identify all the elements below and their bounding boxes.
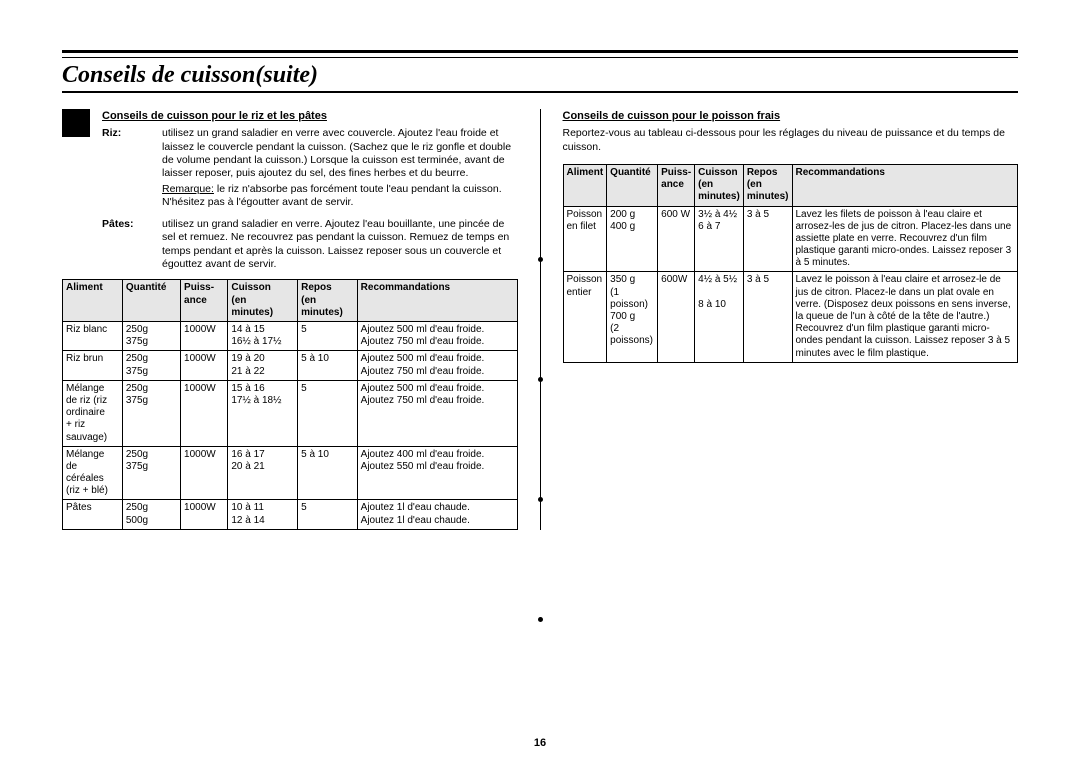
table-row: Poissonen filet200 g400 g600 W3½ à 4½6 à… bbox=[563, 206, 1018, 272]
left-column: Conseils de cuisson pour le riz et les p… bbox=[62, 109, 518, 530]
cell-reco: Ajoutez 500 ml d'eau froide.Ajoutez 750 … bbox=[357, 380, 517, 446]
left-intro: Conseils de cuisson pour le riz et les p… bbox=[102, 109, 518, 271]
col-aliment: Aliment bbox=[63, 280, 123, 322]
cell-puissance: 1000W bbox=[181, 322, 228, 351]
page-number: 16 bbox=[0, 737, 1080, 749]
remark-label: Remarque: bbox=[162, 183, 214, 195]
cell-reco: Ajoutez 500 ml d'eau froide.Ajoutez 750 … bbox=[357, 351, 517, 380]
cell-reco: Ajoutez 1l d'eau chaude.Ajoutez 1l d'eau… bbox=[357, 500, 517, 529]
cell-quantite: 250g375g bbox=[122, 351, 180, 380]
two-column-layout: Conseils de cuisson pour le riz et les p… bbox=[62, 109, 1018, 530]
pates-text: utilisez un grand saladier en verre. Ajo… bbox=[162, 218, 518, 272]
cell-repos: 5 bbox=[298, 500, 358, 529]
cell-quantite: 250g375g bbox=[122, 380, 180, 446]
page-title: Conseils de cuisson(suite) bbox=[62, 62, 1018, 89]
col-quantite: Quantité bbox=[122, 280, 180, 322]
cell-quantite: 250g375g bbox=[122, 322, 180, 351]
riz-label: Riz: bbox=[102, 127, 162, 181]
cell-cuisson: 15 à 1617½ à 18½ bbox=[228, 380, 298, 446]
table-header-row: Aliment Quantité Puiss-ance Cuisson(enmi… bbox=[563, 164, 1018, 206]
col-reco: Recommandations bbox=[357, 280, 517, 322]
cell-repos: 3 à 5 bbox=[743, 206, 792, 272]
cell-aliment: Poissonentier bbox=[563, 272, 607, 362]
cell-cuisson: 14 à 1516½ à 17½ bbox=[228, 322, 298, 351]
right-intro: Reportez-vous au tableau ci-dessous pour… bbox=[563, 127, 1019, 154]
cell-puissance: 1000W bbox=[181, 446, 228, 500]
section-tab-icon bbox=[62, 109, 90, 137]
cell-puissance: 1000W bbox=[181, 380, 228, 446]
title-rule bbox=[62, 91, 1018, 93]
table-row: Pâtes250g500g1000W10 à 1112 à 145Ajoutez… bbox=[63, 500, 518, 529]
fish-table: Aliment Quantité Puiss-ance Cuisson(enmi… bbox=[563, 164, 1019, 363]
col-repos: Repos(enminutes) bbox=[743, 164, 792, 206]
cell-quantite: 250g500g bbox=[122, 500, 180, 529]
cell-reco: Ajoutez 500 ml d'eau froide.Ajoutez 750 … bbox=[357, 322, 517, 351]
cell-repos: 3 à 5 bbox=[743, 272, 792, 362]
col-quantite: Quantité bbox=[607, 164, 658, 206]
pates-row: Pâtes: utilisez un grand saladier en ver… bbox=[102, 218, 518, 272]
cell-quantite: 200 g400 g bbox=[607, 206, 658, 272]
col-repos: Repos(enminutes) bbox=[298, 280, 358, 322]
cell-reco: Lavez le poisson à l'eau claire et arros… bbox=[792, 272, 1018, 362]
pates-label: Pâtes: bbox=[102, 218, 162, 272]
cell-repos: 5 à 10 bbox=[298, 351, 358, 380]
manual-page: Conseils de cuisson(suite) Conseils de c… bbox=[0, 0, 1080, 763]
table-row: Poissonentier350 g(1 poisson)700 g(2 poi… bbox=[563, 272, 1018, 362]
rice-pasta-table: Aliment Quantité Puiss-ance Cuisson(enmi… bbox=[62, 279, 518, 529]
riz-text: utilisez un grand saladier en verre avec… bbox=[162, 127, 518, 181]
cell-quantite: 350 g(1 poisson)700 g(2 poissons) bbox=[607, 272, 658, 362]
table-row: Riz brun250g375g1000W19 à 2021 à 225 à 1… bbox=[63, 351, 518, 380]
table-row: Mélangede riz (rizordinaire+ rizsauvage)… bbox=[63, 380, 518, 446]
cell-cuisson: 10 à 1112 à 14 bbox=[228, 500, 298, 529]
cell-reco: Ajoutez 400 ml d'eau froide.Ajoutez 550 … bbox=[357, 446, 517, 500]
col-cuisson: Cuisson(enminutes) bbox=[695, 164, 744, 206]
cell-quantite: 250g375g bbox=[122, 446, 180, 500]
cell-cuisson: 16 à 1720 à 21 bbox=[228, 446, 298, 500]
top-rule bbox=[62, 50, 1018, 58]
col-puissance: Puiss-ance bbox=[658, 164, 695, 206]
cell-aliment: Poissonen filet bbox=[563, 206, 607, 272]
col-aliment: Aliment bbox=[563, 164, 607, 206]
cell-reco: Lavez les filets de poisson à l'eau clai… bbox=[792, 206, 1018, 272]
cell-puissance: 600 W bbox=[658, 206, 695, 272]
cell-aliment: Riz blanc bbox=[63, 322, 123, 351]
cell-aliment: Pâtes bbox=[63, 500, 123, 529]
table-row: Mélangedecéréales(riz + blé)250g375g1000… bbox=[63, 446, 518, 500]
cell-repos: 5 bbox=[298, 380, 358, 446]
cell-repos: 5 bbox=[298, 322, 358, 351]
right-column: Conseils de cuisson pour le poisson frai… bbox=[563, 109, 1019, 530]
binder-dot bbox=[538, 257, 543, 262]
riz-row: Riz: utilisez un grand saladier en verre… bbox=[102, 127, 518, 181]
right-heading: Conseils de cuisson pour le poisson frai… bbox=[563, 109, 1019, 123]
table-row: Riz blanc250g375g1000W14 à 1516½ à 17½5A… bbox=[63, 322, 518, 351]
left-heading: Conseils de cuisson pour le riz et les p… bbox=[102, 109, 518, 123]
column-separator bbox=[540, 109, 541, 530]
cell-cuisson: 19 à 2021 à 22 bbox=[228, 351, 298, 380]
binder-dot bbox=[538, 617, 543, 622]
cell-puissance: 600W bbox=[658, 272, 695, 362]
cell-repos: 5 à 10 bbox=[298, 446, 358, 500]
cell-aliment: Mélangedecéréales(riz + blé) bbox=[63, 446, 123, 500]
cell-aliment: Mélangede riz (rizordinaire+ rizsauvage) bbox=[63, 380, 123, 446]
cell-cuisson: 3½ à 4½6 à 7 bbox=[695, 206, 744, 272]
binder-dot bbox=[538, 497, 543, 502]
col-cuisson: Cuisson(enminutes) bbox=[228, 280, 298, 322]
col-reco: Recommandations bbox=[792, 164, 1018, 206]
cell-aliment: Riz brun bbox=[63, 351, 123, 380]
cell-puissance: 1000W bbox=[181, 500, 228, 529]
col-puissance: Puiss-ance bbox=[181, 280, 228, 322]
table-header-row: Aliment Quantité Puiss-ance Cuisson(enmi… bbox=[63, 280, 518, 322]
cell-cuisson: 4½ à 5½8 à 10 bbox=[695, 272, 744, 362]
remark-line: Remarque: le riz n'absorbe pas forcément… bbox=[162, 183, 518, 210]
binder-dot bbox=[538, 377, 543, 382]
cell-puissance: 1000W bbox=[181, 351, 228, 380]
